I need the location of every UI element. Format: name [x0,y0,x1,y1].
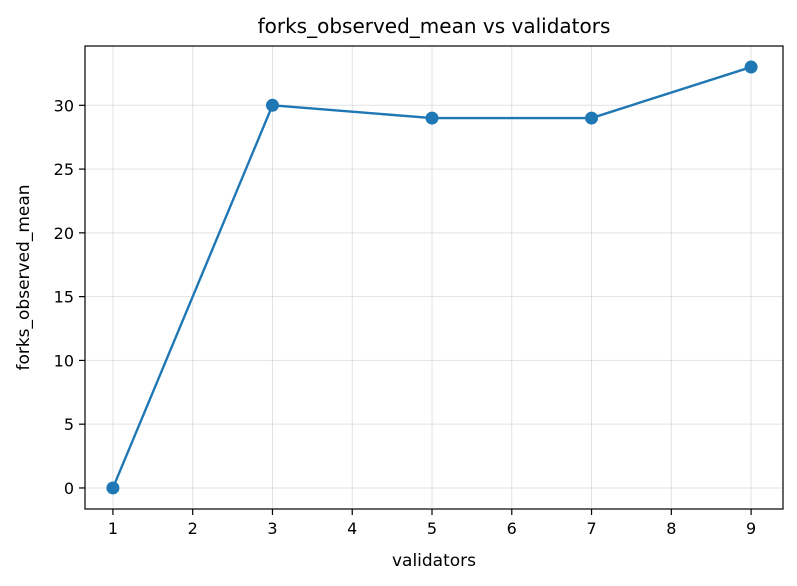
x-tick-label: 5 [427,519,437,538]
data-point [585,111,599,125]
x-tick-label: 7 [586,519,596,538]
x-tick-label: 3 [267,519,277,538]
data-point [744,60,758,74]
y-tick-label: 10 [54,351,74,370]
data-point [265,98,279,112]
x-tick-label: 8 [666,519,676,538]
y-tick-label: 5 [64,415,74,434]
series-layer [106,60,758,495]
y-tick-label: 15 [54,288,74,307]
data-point [106,481,120,495]
plot-frame [84,45,784,510]
y-tick-label: 30 [54,96,74,115]
y-axis-label: forks_observed_mean [14,184,34,370]
y-tick-label: 0 [64,479,74,498]
y-tick-label: 25 [54,160,74,179]
x-tick-label: 9 [746,519,756,538]
x-tick-label: 4 [347,519,357,538]
x-tick-label: 2 [188,519,198,538]
x-tick-label: 1 [108,519,118,538]
y-tick-label: 20 [54,224,74,243]
ticks: 1 2 3 4 5 6 7 8 9 0 5 10 15 20 25 30 [54,96,757,538]
data-point [425,111,439,125]
grid [85,46,783,509]
x-tick-label: 6 [507,519,517,538]
chart-title: forks_observed_mean vs validators [258,14,611,38]
x-axis-label: validators [392,551,476,571]
